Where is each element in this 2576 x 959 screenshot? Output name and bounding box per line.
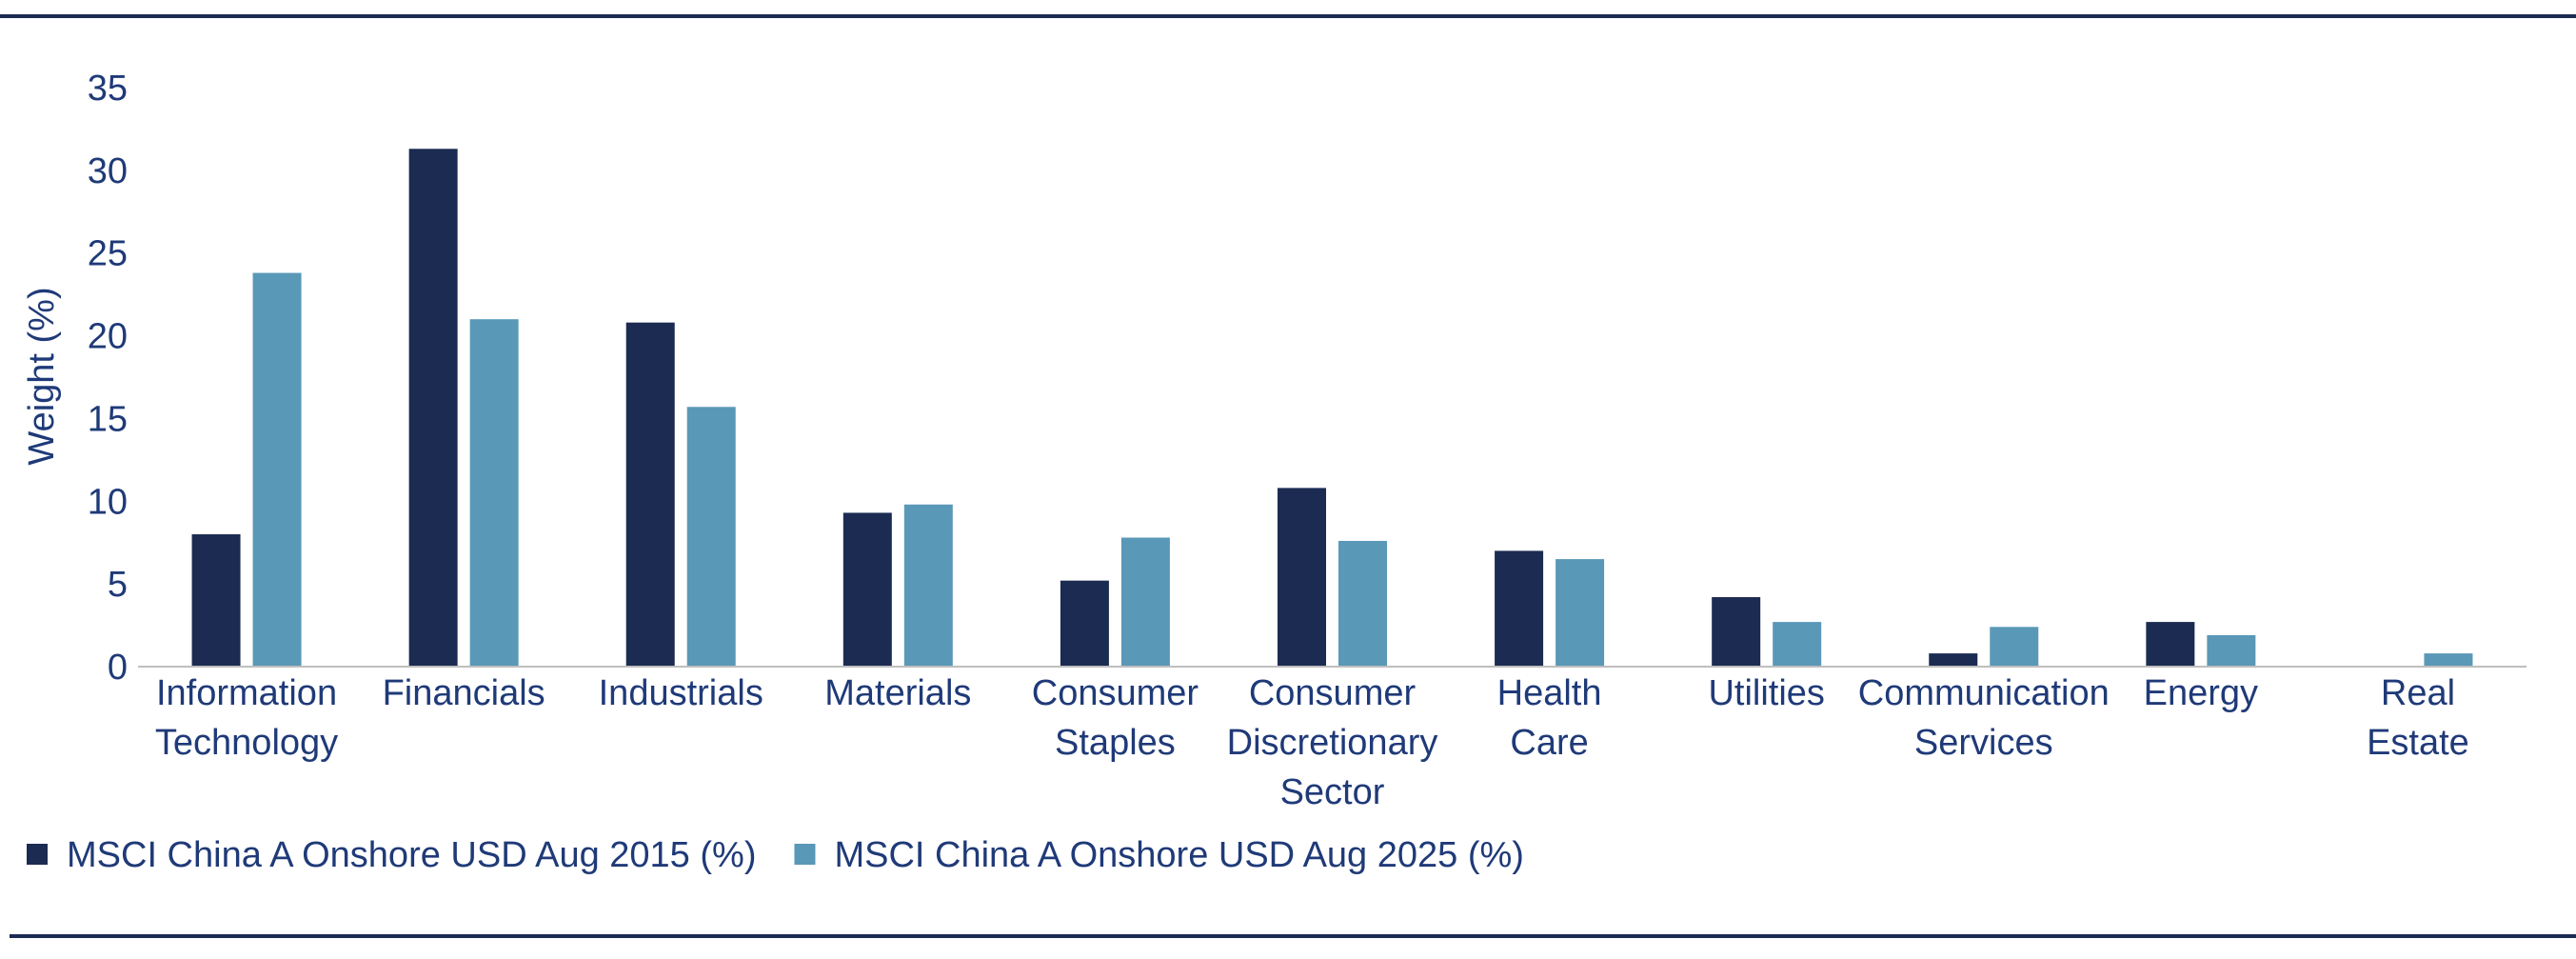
bar-2015 <box>1278 488 1326 667</box>
bar-2025 <box>1990 627 2039 667</box>
x-tick-label: Staples <box>1055 723 1176 763</box>
bar-2025 <box>903 504 953 667</box>
x-tick-label: Communication <box>1858 673 2110 713</box>
x-tick-label: Financials <box>383 673 545 713</box>
bar-2025 <box>252 272 302 667</box>
y-tick-label: 20 <box>88 317 128 357</box>
x-tick-label: Technology <box>155 723 338 763</box>
bar-2015 <box>1060 580 1109 667</box>
bar-2025 <box>1120 537 1170 667</box>
y-tick-label: 15 <box>88 399 128 439</box>
x-tick-label: Services <box>1914 723 2053 763</box>
x-tick-label: Estate <box>2367 723 2469 763</box>
x-tick-label: Information <box>156 673 337 713</box>
bar-2015 <box>625 322 675 667</box>
x-tick-label: Discretionary <box>1227 723 1438 763</box>
y-tick-label: 0 <box>108 648 128 688</box>
x-tick-label: Utilities <box>1708 673 1824 713</box>
bottom-rule <box>10 934 2576 938</box>
y-tick-label: 5 <box>108 565 128 605</box>
y-tick-label: 30 <box>88 151 128 191</box>
x-tick-label: Industrials <box>599 673 763 713</box>
y-axis-title: Weight (%) <box>22 287 62 465</box>
x-tick-label: Care <box>1510 723 1588 763</box>
x-tick-label: Materials <box>824 673 971 713</box>
y-tick-label: 35 <box>88 69 128 109</box>
bar-2025 <box>1338 540 1387 667</box>
bar-2025 <box>469 319 519 667</box>
top-rule <box>0 14 2576 18</box>
legend-swatch <box>27 844 48 865</box>
bar-2025 <box>1773 622 1822 667</box>
legend-swatch <box>794 844 816 865</box>
x-tick-label: Consumer <box>1249 673 1417 713</box>
bar-2015 <box>1712 597 1761 667</box>
legend-label: MSCI China A Onshore USD Aug 2015 (%) <box>67 835 756 875</box>
bar-2025 <box>2207 634 2256 667</box>
x-tick-label: Real <box>2381 673 2455 713</box>
x-tick-label: Health <box>1497 673 1602 713</box>
bar-2025 <box>1556 559 1605 667</box>
bar-2015 <box>2146 622 2195 667</box>
bar-2015 <box>1495 550 1544 667</box>
x-tick-label: Consumer <box>1032 673 1199 713</box>
bar-2015 <box>408 149 458 667</box>
y-tick-label: 25 <box>88 234 128 274</box>
x-tick-label: Sector <box>1280 772 1385 812</box>
bar-2015 <box>842 512 892 667</box>
y-tick-label: 10 <box>88 482 128 522</box>
bar-2015 <box>1929 653 1978 667</box>
legend-label: MSCI China A Onshore USD Aug 2025 (%) <box>834 835 1523 875</box>
bar-2025 <box>2424 653 2473 667</box>
bar-2025 <box>686 407 736 667</box>
x-tick-label: Energy <box>2144 673 2258 713</box>
bar-2015 <box>191 534 241 667</box>
